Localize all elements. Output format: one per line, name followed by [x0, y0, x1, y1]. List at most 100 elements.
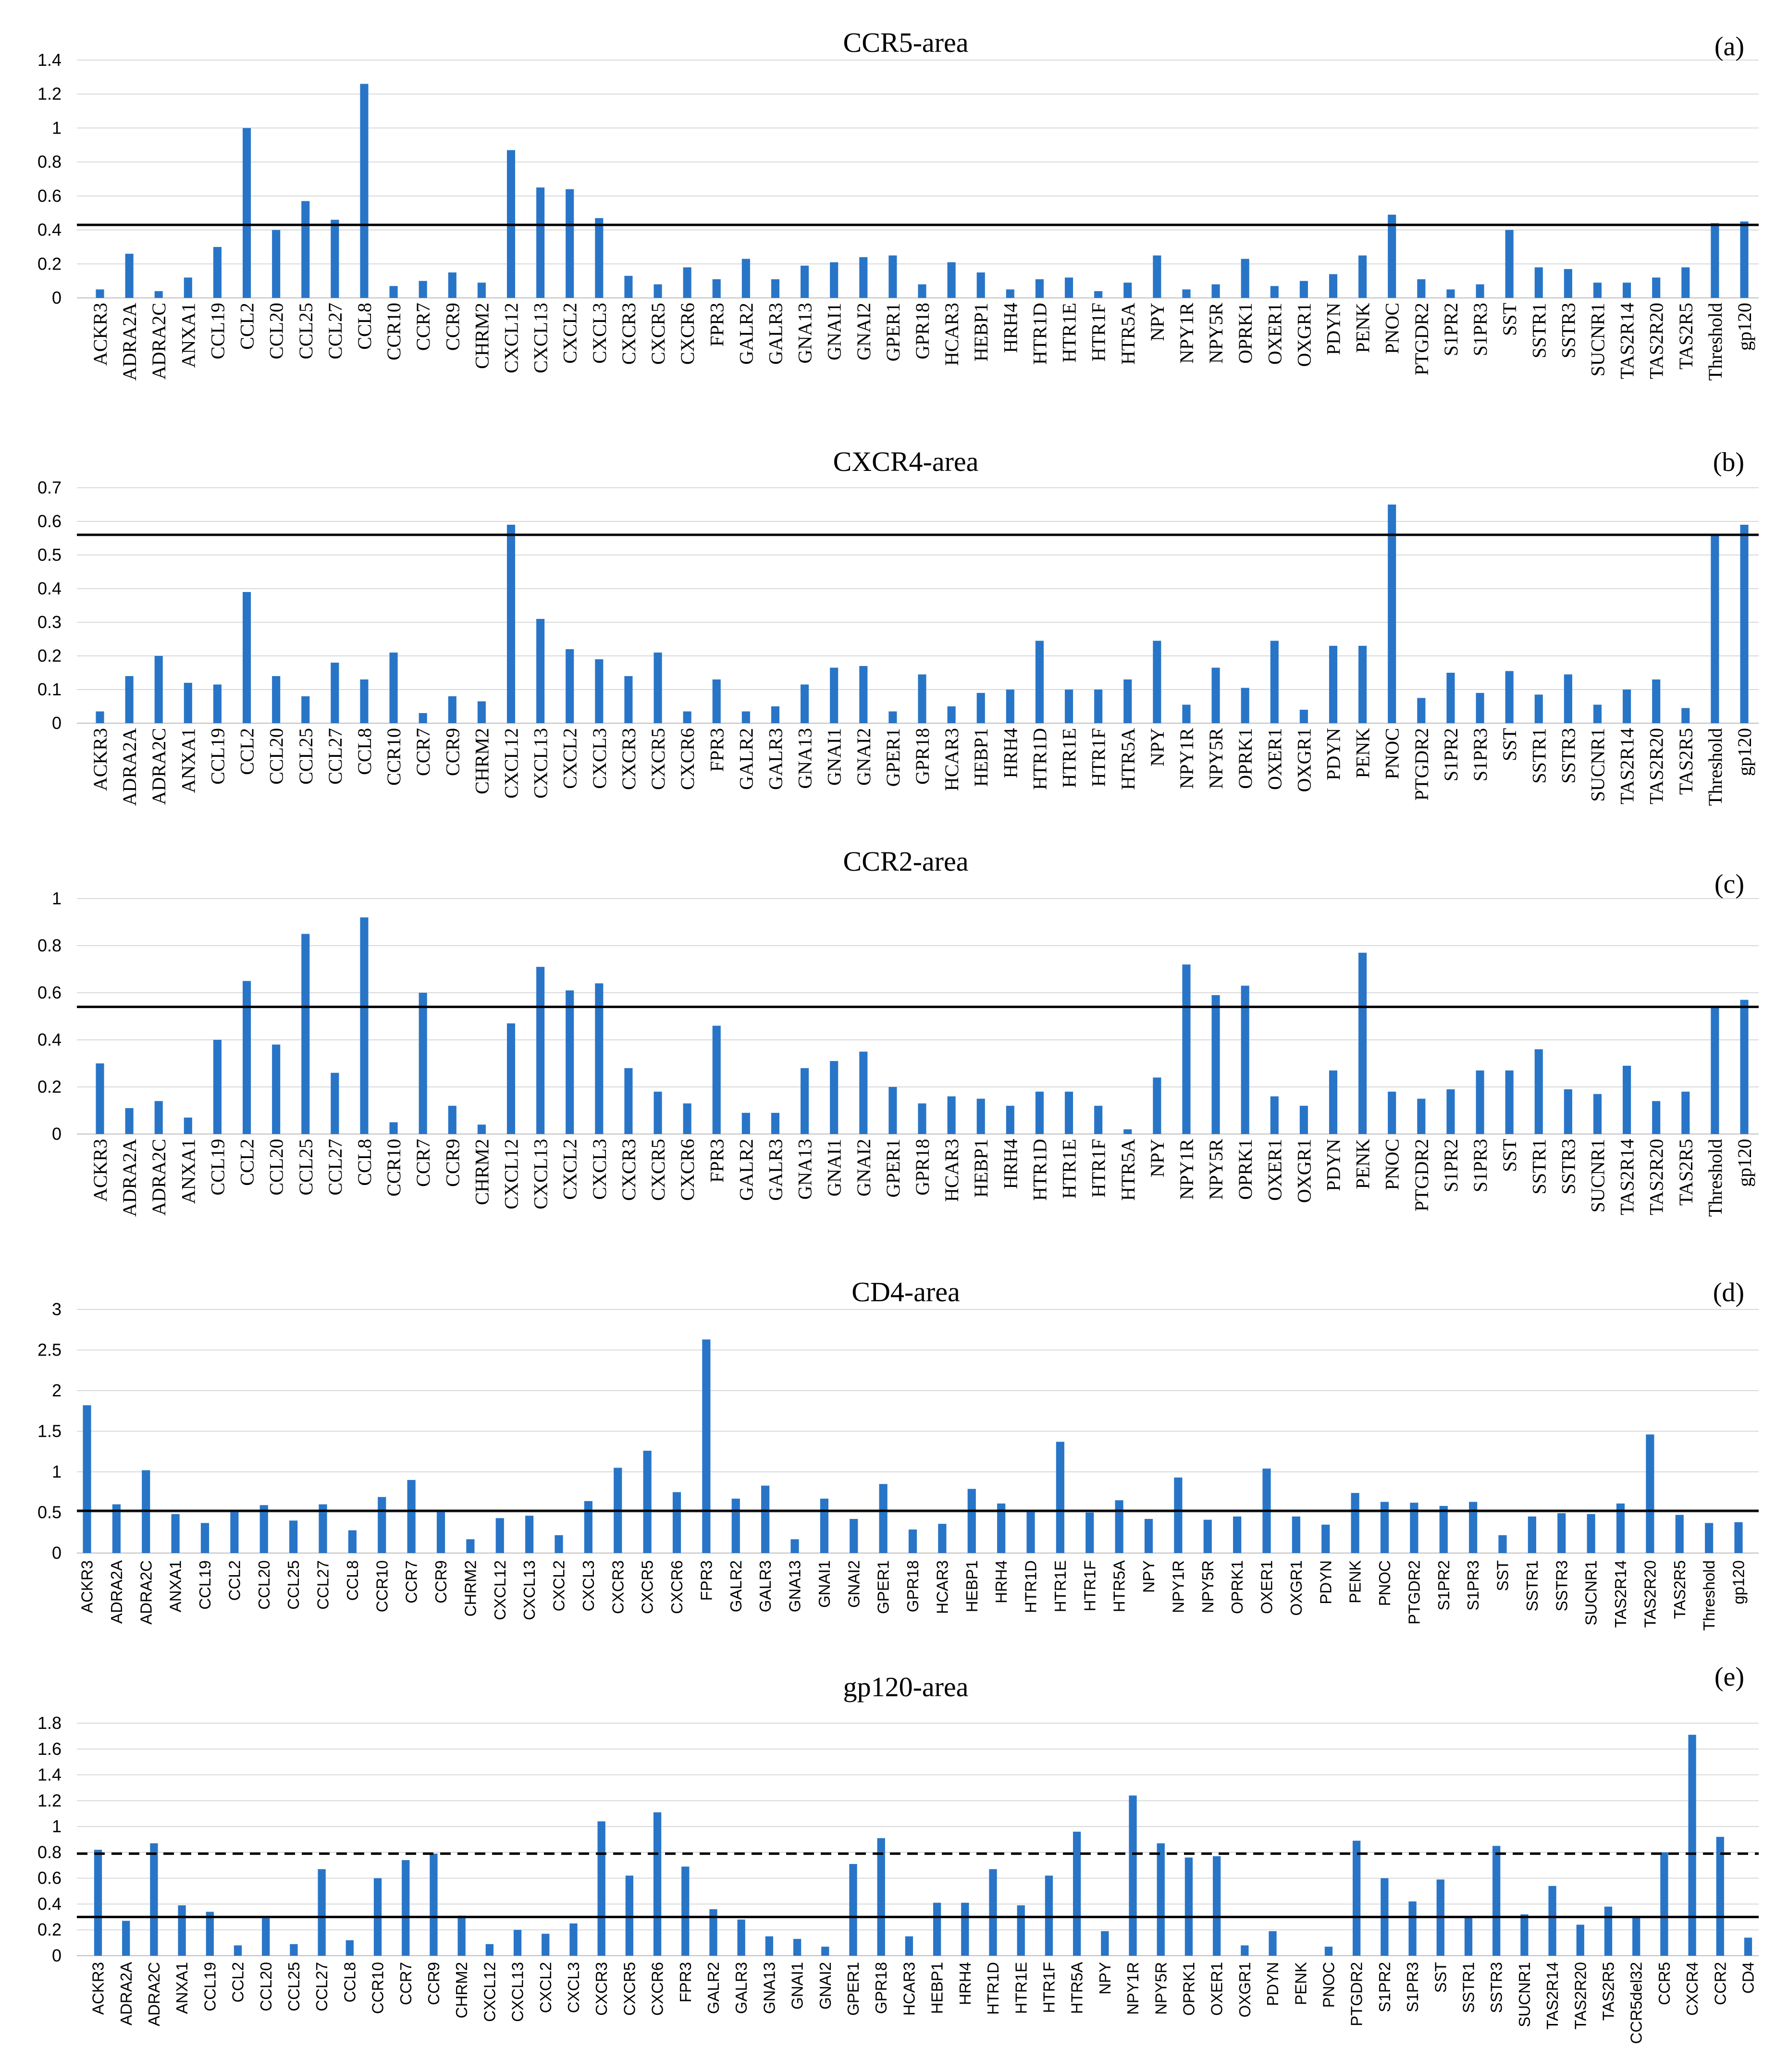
bar-adra2c	[154, 1101, 163, 1134]
y-tick-label: 1.6	[37, 1739, 62, 1759]
bar-sstr3	[1564, 269, 1572, 298]
x-tick-label: GNAI1	[789, 1962, 806, 2010]
bar-ccl2	[242, 128, 251, 298]
bar-htr1d	[1035, 641, 1044, 723]
bar-ackr3	[96, 1063, 104, 1134]
y-tick-label: 0.4	[37, 579, 62, 598]
bar-htr1e	[1064, 690, 1073, 723]
bar-cxcl2	[566, 189, 574, 298]
x-tick-label: GPER1	[882, 728, 904, 787]
x-tick-label: HTR1D	[1022, 1560, 1040, 1613]
bar-ccr10	[378, 1497, 386, 1553]
x-tick-label: GPER1	[875, 1560, 892, 1614]
chart-title: gp120-area	[843, 1671, 969, 1702]
bar-cxcl13	[525, 1516, 534, 1553]
x-tick-label: CCL2	[229, 1962, 247, 2002]
x-tick-label: NPY5R	[1199, 1560, 1217, 1613]
bar-s1pr2	[1439, 1505, 1448, 1553]
bar-hcar3	[905, 1936, 913, 1956]
bar-cxcl13	[536, 619, 545, 723]
x-tick-label: CXCL3	[589, 728, 610, 789]
x-tick-label: GNA13	[794, 728, 816, 789]
x-tick-label: CCL27	[324, 303, 346, 359]
x-tick-label: GPER1	[882, 1139, 904, 1197]
x-tick-label: HTR1F	[1088, 303, 1110, 361]
bar-hrh4	[961, 1902, 969, 1956]
bar-tas2r14	[1623, 283, 1631, 298]
bar-ccl25	[301, 696, 310, 723]
bar-gnai2	[859, 1051, 868, 1134]
x-tick-label: CCR7	[412, 303, 434, 351]
x-tick-label: ACKR3	[89, 1139, 111, 1202]
bar-ccl20	[272, 230, 281, 298]
x-tick-label: HEBP1	[928, 1962, 946, 2014]
bar-htr1f	[1045, 1875, 1053, 1956]
bar-hebp1	[976, 1098, 985, 1134]
x-tick-label: CXCL2	[537, 1962, 555, 2013]
x-tick-label: TAS2R20	[1646, 303, 1667, 379]
bar-tas2r14	[1623, 690, 1631, 723]
x-tick-label: PNOC	[1381, 1139, 1403, 1190]
x-tick-label: HTR5A	[1117, 303, 1139, 365]
x-tick-label: HCAR3	[900, 1962, 918, 2016]
x-tick-label: NPY5R	[1205, 303, 1227, 364]
x-tick-label: CCR10	[369, 1962, 387, 2014]
bar-ccr10	[389, 1122, 398, 1134]
bar-oxgr1	[1241, 1945, 1249, 1956]
x-tick-label: GPER1	[844, 1962, 862, 2016]
bar-tas2r5	[1681, 1091, 1690, 1134]
x-tick-label: PDYN	[1317, 1560, 1334, 1604]
bar-ccl8	[360, 679, 369, 723]
y-tick-label: 2	[52, 1381, 62, 1400]
x-tick-label: CXCR6	[677, 303, 698, 365]
x-tick-label: CXCR3	[618, 303, 640, 365]
x-tick-label: GALR2	[735, 728, 757, 790]
x-tick-label: ANXA1	[167, 1560, 185, 1612]
bar-tas2r5	[1604, 1906, 1613, 1956]
bar-gp120	[1740, 221, 1749, 298]
bar-ccl27	[331, 663, 339, 723]
bar-ccr7	[419, 281, 427, 298]
bar-htr1e	[1017, 1905, 1025, 1956]
x-tick-label: CCL19	[207, 728, 228, 785]
chart-panel-5: 0 0.2 0.4 0.6 0.8 1 1.2 1.4 1.6 1.8 ACKR3 ADRA2A ADR…	[37, 1662, 1759, 2044]
bar-adra2c	[154, 656, 163, 723]
bar-ptgdr2	[1410, 1503, 1418, 1553]
x-tick-label: TAS2R20	[1571, 1962, 1589, 2030]
x-tick-label: CCL25	[295, 1139, 317, 1196]
x-tick-label: TAS2R14	[1616, 728, 1638, 804]
bar-oxer1	[1270, 641, 1279, 723]
x-tick-label: GNAI1	[815, 1560, 833, 1608]
x-tick-label: HTR1F	[1040, 1962, 1058, 2013]
bar-ccl2	[242, 981, 251, 1134]
x-tick-label: GNAI1	[824, 728, 845, 786]
x-tick-label: OXER1	[1264, 1139, 1285, 1201]
x-tick-label: S1PR3	[1464, 1560, 1482, 1611]
bar-cxcl13	[513, 1930, 522, 1956]
x-tick-label: CXCR6	[677, 728, 698, 790]
x-tick-label: CCL27	[313, 1962, 331, 2011]
bar-oxer1	[1270, 286, 1279, 298]
bar-tas2r5	[1681, 708, 1690, 723]
x-tick-label: TAS2R20	[1646, 1139, 1667, 1215]
x-tick-label: HTR1E	[1059, 728, 1080, 788]
x-tick-label: GNA13	[786, 1560, 804, 1612]
x-tick-label: ACKR3	[78, 1560, 96, 1613]
bar-tas2r5	[1681, 267, 1690, 298]
x-tick-label: ACKR3	[89, 1962, 107, 2015]
bar-cxcl3	[584, 1501, 592, 1553]
x-tick-label: CCL20	[255, 1560, 273, 1610]
x-tick-label: HTR1D	[1029, 728, 1050, 790]
x-tick-label: CXCR5	[647, 728, 669, 790]
chart-title: CCR5-area	[843, 27, 969, 58]
bar-threshold	[1705, 1523, 1714, 1553]
bar-cxcr3	[597, 1821, 605, 1956]
bar-htr1f	[1094, 1106, 1103, 1134]
bar-npy	[1153, 255, 1161, 298]
bar-ccl2	[242, 592, 251, 723]
chart-panel-4: 0 0.5 1 1.5 2 2.5 3 ACKR3 ADRA2A ADRA2C ANXA1 CCL19…	[37, 1276, 1759, 1631]
bar-gnai2	[821, 1947, 829, 1956]
panel-label: (c)	[1714, 869, 1744, 899]
bar-ccl25	[301, 201, 310, 298]
x-tick-label: CCL25	[284, 1560, 302, 1610]
